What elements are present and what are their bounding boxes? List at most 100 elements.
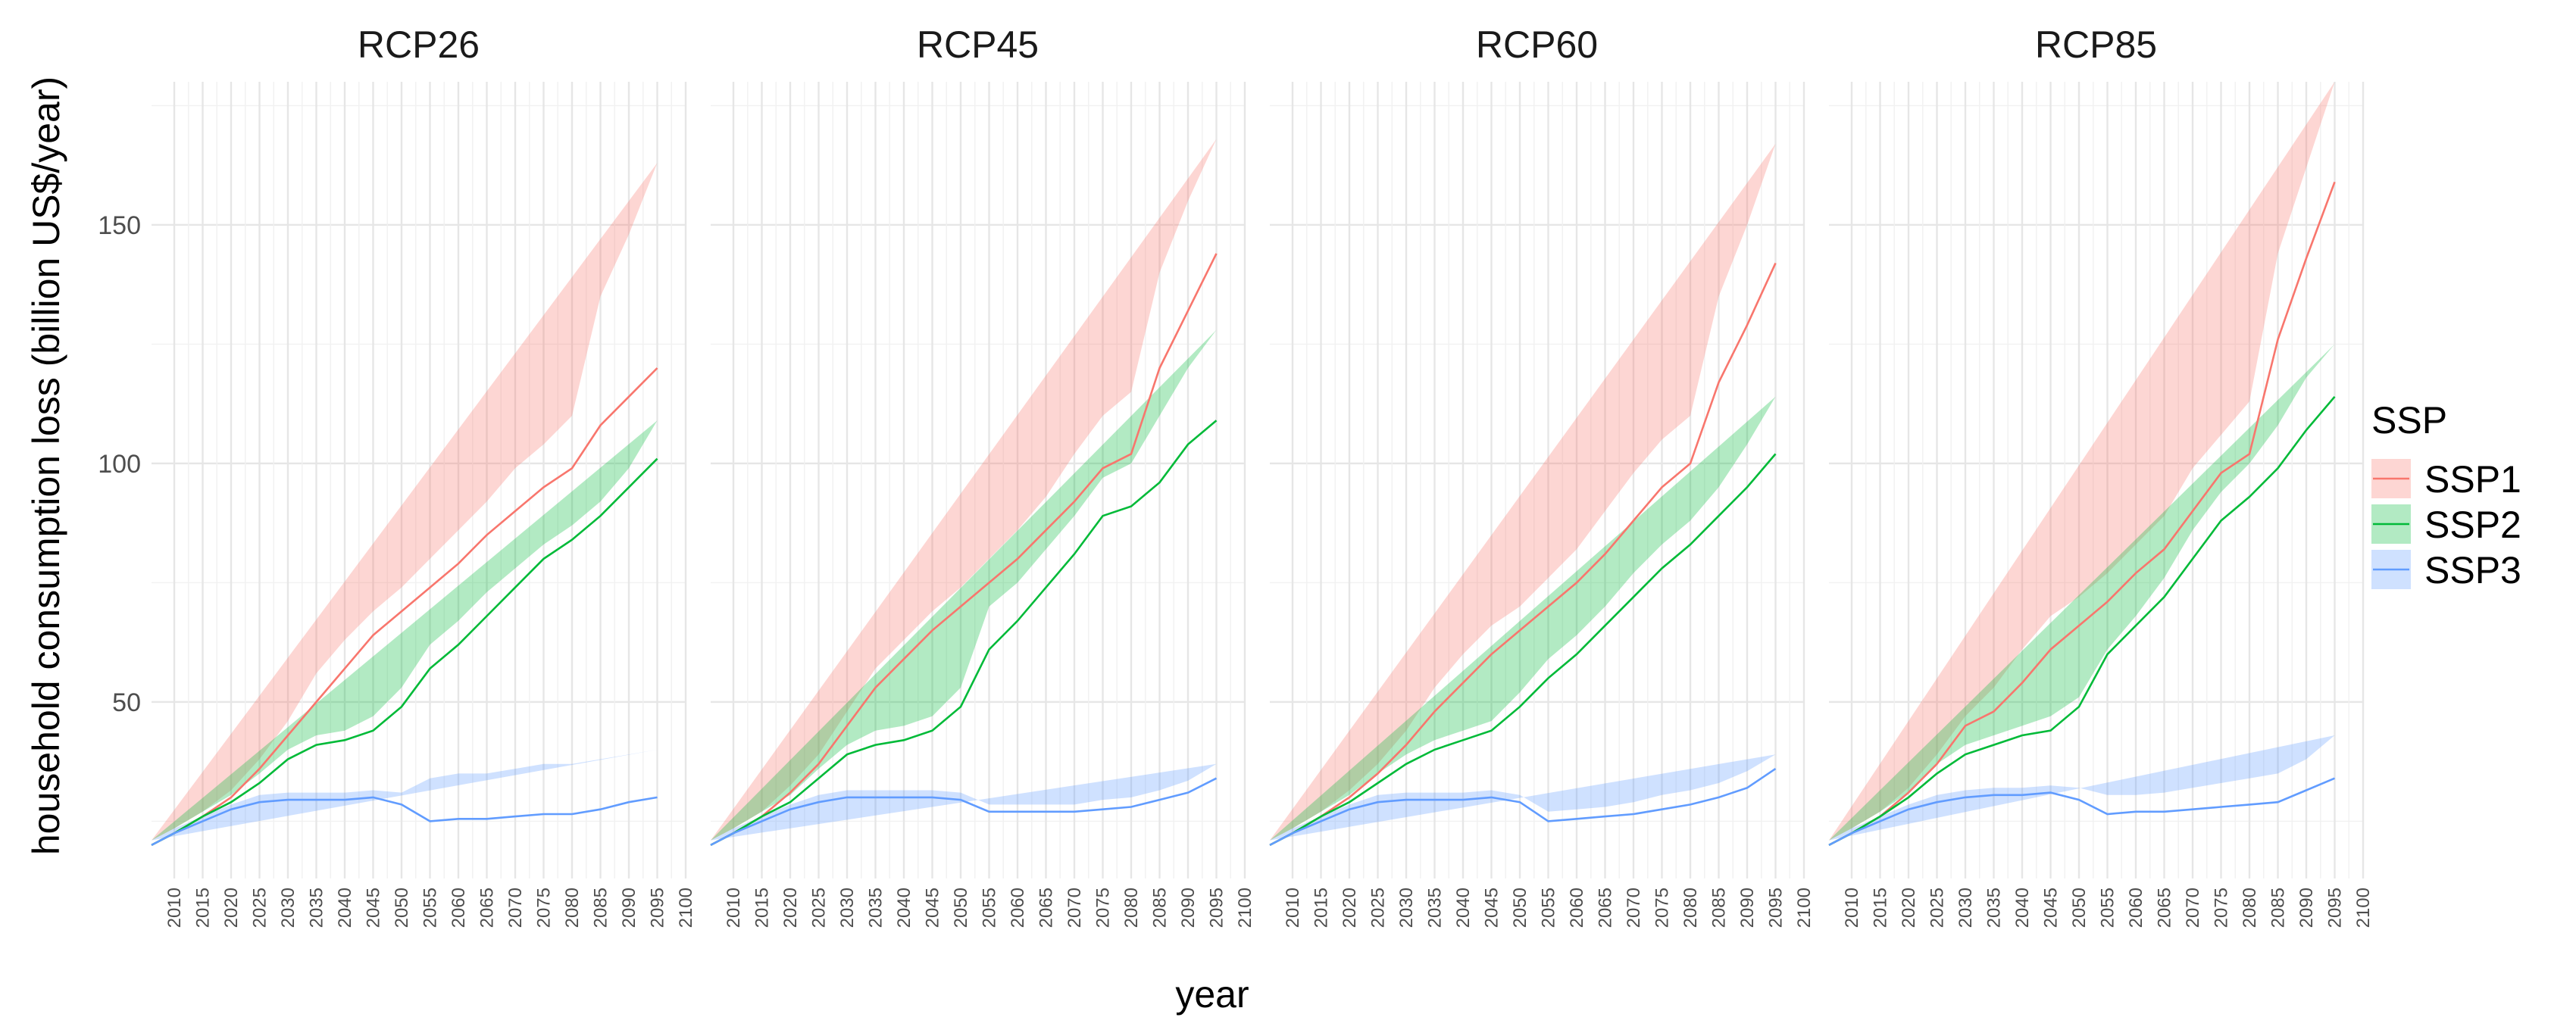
x-tick-label: 2075 bbox=[1652, 888, 1673, 928]
x-tick-label: 2065 bbox=[1036, 888, 1057, 928]
x-tick-label: 2015 bbox=[1871, 888, 1891, 928]
x-tick-label: 2020 bbox=[780, 888, 801, 928]
x-tick-label: 2095 bbox=[1207, 888, 1227, 928]
panel-title: RCP26 bbox=[358, 23, 480, 66]
x-tick-label: 2065 bbox=[1596, 888, 1616, 928]
x-tick-label: 2095 bbox=[648, 888, 668, 928]
x-tick-label: 2020 bbox=[221, 888, 242, 928]
x-tick-label: 2055 bbox=[980, 888, 1000, 928]
x-tick-label: 2085 bbox=[1150, 888, 1171, 928]
x-tick-label: 2100 bbox=[1235, 888, 1255, 928]
line-ssp2 bbox=[1269, 453, 1777, 847]
line-ssp3 bbox=[1269, 768, 1777, 847]
x-tick-label: 2080 bbox=[1680, 888, 1701, 928]
ribbon-ssp2 bbox=[152, 420, 658, 841]
ribbon-ssp1 bbox=[711, 139, 1217, 841]
x-tick-label: 2085 bbox=[1709, 888, 1730, 928]
x-tick-label: 2075 bbox=[534, 888, 555, 928]
x-tick-label: 2020 bbox=[1340, 888, 1360, 928]
panel-title: RCP85 bbox=[2035, 23, 2157, 66]
legend-label: SSP3 bbox=[2424, 549, 2521, 591]
x-tick-label: 2040 bbox=[2012, 888, 2033, 928]
y-axis-title: household consumption loss (billion US$/… bbox=[25, 76, 67, 855]
x-tick-label: 2015 bbox=[752, 888, 773, 928]
legend-item-ssp3: SSP3 bbox=[2371, 549, 2521, 591]
x-tick-label: 2045 bbox=[364, 888, 384, 928]
x-tick-label: 2080 bbox=[2240, 888, 2260, 928]
line-ssp3 bbox=[1828, 777, 2336, 847]
x-tick-label: 2045 bbox=[2041, 888, 2062, 928]
ribbon-ssp2 bbox=[1829, 344, 2335, 841]
x-tick-label: 2100 bbox=[1794, 888, 1815, 928]
x-tick-label: 2100 bbox=[2353, 888, 2374, 928]
legend-item-ssp1: SSP1 bbox=[2371, 458, 2521, 501]
x-tick-label: 2050 bbox=[951, 888, 971, 928]
legend-title: SSP bbox=[2371, 399, 2447, 442]
x-tick-label: 2085 bbox=[2268, 888, 2289, 928]
ribbon-ssp3 bbox=[1270, 754, 1776, 841]
x-tick-label: 2070 bbox=[1064, 888, 1085, 928]
ribbon-ssp2 bbox=[1270, 396, 1776, 841]
x-tick-label: 2100 bbox=[676, 888, 696, 928]
x-tick-label: 2030 bbox=[1955, 888, 1976, 928]
x-tick-label: 2010 bbox=[1283, 888, 1303, 928]
x-tick-label: 2055 bbox=[2098, 888, 2118, 928]
line-ssp3 bbox=[710, 777, 1218, 847]
x-tick-label: 2060 bbox=[1008, 888, 1028, 928]
panel-title: RCP45 bbox=[917, 23, 1039, 66]
x-tick-label: 2025 bbox=[250, 888, 270, 928]
x-tick-label: 2030 bbox=[1396, 888, 1417, 928]
y-tick-label: 150 bbox=[98, 211, 141, 240]
x-tick-label: 2040 bbox=[894, 888, 914, 928]
panel-title: RCP60 bbox=[1476, 23, 1598, 66]
x-tick-label: 2090 bbox=[1178, 888, 1199, 928]
x-tick-label: 2065 bbox=[2155, 888, 2175, 928]
x-tick-label: 2030 bbox=[278, 888, 299, 928]
x-tick-label: 2040 bbox=[1453, 888, 1474, 928]
x-tick-label: 2050 bbox=[1510, 888, 1530, 928]
x-tick-label: 2090 bbox=[619, 888, 639, 928]
legend-label: SSP2 bbox=[2424, 504, 2521, 546]
y-tick-label: 50 bbox=[112, 688, 141, 717]
x-tick-label: 2025 bbox=[809, 888, 830, 928]
line-ssp3 bbox=[151, 796, 658, 847]
x-tick-label: 2090 bbox=[1737, 888, 1758, 928]
x-tick-label: 2060 bbox=[2126, 888, 2146, 928]
x-tick-label: 2045 bbox=[923, 888, 943, 928]
x-tick-label: 2015 bbox=[1311, 888, 1332, 928]
x-tick-label: 2040 bbox=[335, 888, 355, 928]
x-tick-label: 2015 bbox=[193, 888, 214, 928]
x-tick-label: 2070 bbox=[505, 888, 526, 928]
ribbon-ssp3 bbox=[711, 763, 1217, 841]
x-tick-label: 2060 bbox=[1567, 888, 1587, 928]
x-tick-label: 2025 bbox=[1927, 888, 1948, 928]
ribbon-ssp1 bbox=[1270, 143, 1776, 841]
x-tick-label: 2035 bbox=[307, 888, 327, 928]
ribbon-ssp3 bbox=[1829, 735, 2335, 841]
x-tick-label: 2045 bbox=[1482, 888, 1502, 928]
x-tick-label: 2055 bbox=[420, 888, 441, 928]
x-tick-label: 2095 bbox=[1766, 888, 1787, 928]
ribbon-ssp1 bbox=[1829, 82, 2335, 841]
x-tick-label: 2075 bbox=[2212, 888, 2232, 928]
legend-item-ssp2: SSP2 bbox=[2371, 504, 2521, 546]
x-tick-label: 2035 bbox=[1984, 888, 2005, 928]
x-tick-label: 2050 bbox=[392, 888, 412, 928]
line-ssp2 bbox=[151, 457, 658, 847]
x-tick-label: 2090 bbox=[2296, 888, 2317, 928]
x-axis-title: year bbox=[1175, 973, 1249, 1016]
x-tick-label: 2010 bbox=[164, 888, 185, 928]
panel-rcp26: RCP26 2010 2015 2020 2025 2030 2035 2040 2045 205… bbox=[151, 23, 696, 928]
line-ssp1 bbox=[151, 367, 658, 847]
x-tick-label: 2095 bbox=[2325, 888, 2346, 928]
panel-rcp45: RCP45 2010 2015 2020 2025 2030 2035 2040 2045 205… bbox=[710, 23, 1255, 928]
x-tick-label: 2080 bbox=[562, 888, 583, 928]
line-ssp1 bbox=[1269, 262, 1777, 847]
x-tick-label: 2030 bbox=[837, 888, 858, 928]
x-tick-label: 2055 bbox=[1539, 888, 1559, 928]
x-tick-label: 2010 bbox=[724, 888, 744, 928]
x-tick-label: 2020 bbox=[1899, 888, 1919, 928]
